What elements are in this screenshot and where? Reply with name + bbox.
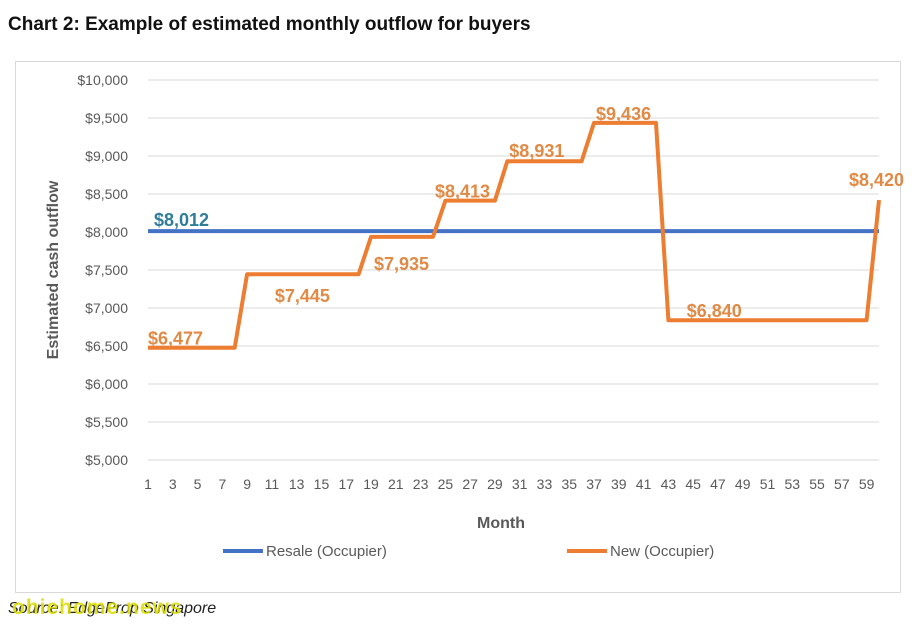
y-axis-label: Estimated cash outflow bbox=[45, 180, 62, 359]
y-tick-label: $6,000 bbox=[85, 376, 128, 392]
data-label: $8,413 bbox=[435, 182, 490, 202]
y-tick-label: $8,000 bbox=[85, 224, 128, 240]
x-tick-label: 47 bbox=[710, 476, 726, 492]
x-tick-label: 21 bbox=[388, 476, 404, 492]
legend: Resale (Occupier) New (Occupier) bbox=[223, 543, 714, 560]
x-tick-label: 9 bbox=[243, 476, 251, 492]
y-tick-label: $7,500 bbox=[85, 262, 128, 278]
data-label: $8,420 bbox=[849, 170, 904, 190]
y-tick-label: $8,500 bbox=[85, 186, 128, 202]
y-tick-label: $5,500 bbox=[85, 414, 128, 430]
x-tick-label: 1 bbox=[144, 476, 152, 492]
x-tick-label: 55 bbox=[809, 476, 825, 492]
y-tick-label: $9,000 bbox=[85, 148, 128, 164]
chart-title: Chart 2: Example of estimated monthly ou… bbox=[8, 14, 531, 35]
x-tick-labels: 1 3 5 7 9 11 13 15 17 19 21 23 25 27 29 31 33 35 37 39 41 43 4… bbox=[144, 476, 875, 492]
y-tick-label: $6,500 bbox=[85, 338, 128, 354]
x-tick-label: 27 bbox=[462, 476, 478, 492]
x-tick-label: 31 bbox=[512, 476, 528, 492]
y-tick-label: $5,000 bbox=[85, 452, 128, 468]
data-label: $6,477 bbox=[148, 329, 203, 349]
x-tick-label: 39 bbox=[611, 476, 627, 492]
x-tick-label: 17 bbox=[338, 476, 354, 492]
x-tick-label: 51 bbox=[760, 476, 776, 492]
data-label: $9,436 bbox=[596, 104, 651, 124]
x-tick-label: 59 bbox=[859, 476, 875, 492]
x-tick-label: 41 bbox=[636, 476, 652, 492]
watermark: ohiehome.news bbox=[12, 596, 183, 619]
y-tick-labels: $5,000 $5,500 $6,000 $6,500 $7,000 $7,500 $8,0… bbox=[77, 72, 128, 468]
data-label: $6,840 bbox=[687, 301, 742, 321]
chart-frame bbox=[15, 61, 901, 593]
data-label: $7,445 bbox=[275, 286, 330, 306]
x-tick-label: 37 bbox=[586, 476, 602, 492]
x-axis-label: Month bbox=[477, 515, 525, 532]
data-label: $7,935 bbox=[374, 254, 429, 274]
x-tick-label: 11 bbox=[265, 476, 280, 492]
source-note: Source: EdgeProp Singapore bbox=[8, 600, 217, 617]
x-tick-label: 23 bbox=[413, 476, 429, 492]
x-tick-label: 29 bbox=[487, 476, 503, 492]
x-tick-label: 5 bbox=[194, 476, 202, 492]
data-label: $8,012 bbox=[154, 210, 209, 230]
y-tick-label: $7,000 bbox=[85, 300, 128, 316]
new-series-line bbox=[148, 120, 881, 350]
x-tick-label: 57 bbox=[834, 476, 850, 492]
data-label: $8,931 bbox=[509, 141, 564, 161]
legend-label-new: New (Occupier) bbox=[610, 543, 714, 560]
x-tick-label: 35 bbox=[561, 476, 577, 492]
legend-label-resale: Resale (Occupier) bbox=[266, 543, 387, 560]
x-tick-label: 25 bbox=[438, 476, 454, 492]
x-tick-label: 19 bbox=[363, 476, 379, 492]
x-tick-label: 45 bbox=[685, 476, 701, 492]
y-tick-label: $9,500 bbox=[85, 110, 128, 126]
x-tick-label: 49 bbox=[735, 476, 751, 492]
x-tick-label: 13 bbox=[289, 476, 305, 492]
x-tick-label: 3 bbox=[169, 476, 177, 492]
y-tick-label: $10,000 bbox=[77, 72, 128, 88]
data-labels: $8,012 $6,477 $7,445 $7,935 $8,413 $8,931 $9,4… bbox=[148, 104, 904, 349]
series-lines bbox=[148, 120, 881, 350]
x-tick-label: 7 bbox=[218, 476, 226, 492]
x-tick-label: 15 bbox=[314, 476, 330, 492]
x-tick-label: 53 bbox=[784, 476, 800, 492]
grid-lines bbox=[148, 79, 879, 461]
x-tick-label: 33 bbox=[537, 476, 553, 492]
x-tick-label: 43 bbox=[661, 476, 677, 492]
